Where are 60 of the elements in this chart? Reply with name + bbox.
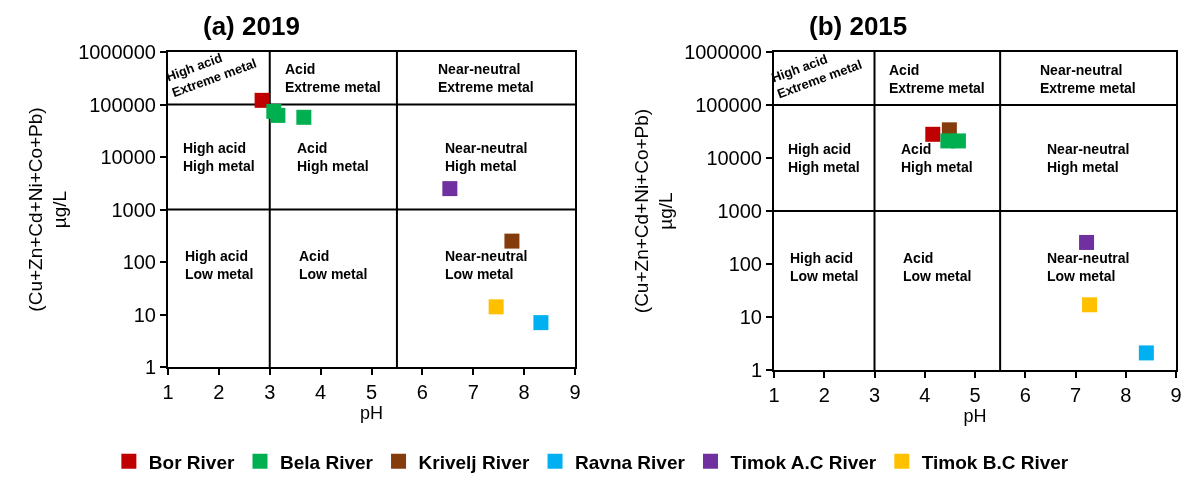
y-axis-title: (Cu+Zn+Cd+Ni+Co+Pb) µg/L — [630, 108, 677, 314]
annotation: High acid High metal — [788, 141, 860, 176]
x-tick-label: 1 — [162, 381, 174, 403]
annotation: Acid High metal — [901, 141, 973, 176]
legend-label: Ravna River — [575, 451, 686, 473]
chart-title: (a) 2019 — [203, 11, 300, 42]
x-tick-label: 1 — [768, 384, 780, 406]
x-tick-label: 3 — [264, 381, 276, 403]
x-tick-label: 2 — [818, 384, 830, 406]
x-tick-label: 6 — [416, 381, 428, 403]
x-tick-label: 5 — [365, 381, 378, 403]
y-tick-label: 100000 — [89, 93, 156, 116]
annotation: Acid Extreme metal — [889, 62, 985, 97]
x-tick-label: 5 — [969, 384, 981, 406]
x-tick-label: 8 — [1120, 384, 1132, 406]
y-tick-label: 100 — [728, 253, 762, 275]
y-tick-label: 10000 — [706, 147, 762, 169]
x-tick-label: 4 — [315, 381, 327, 403]
x-axis-title: pH — [359, 403, 384, 423]
y-tick-label: 1 — [750, 359, 762, 381]
x-tick-label: 4 — [919, 384, 931, 406]
x-tick-label: 3 — [868, 384, 881, 406]
legend-label: Timok B.C River — [921, 451, 1069, 473]
y-tick-label: 10000 — [100, 146, 156, 168]
chart-title: (b) 2015 — [809, 11, 908, 42]
annotation: Near-neutral High metal — [1047, 141, 1130, 176]
x-axis-title: pH — [963, 406, 987, 426]
y-tick-label: 100000 — [695, 94, 762, 116]
x-tick-label: 8 — [518, 381, 530, 403]
annotation: Near-neutral High metal — [445, 140, 528, 175]
annotation: Acid Low metal — [299, 248, 368, 283]
annotation: Near-neutral Extreme metal — [1040, 62, 1136, 97]
annotation: High acid Low metal — [790, 250, 859, 285]
y-tick-label: 10 — [739, 306, 762, 328]
annotation: Near-neutral Extreme metal — [438, 61, 534, 96]
x-tick-label: 7 — [467, 381, 479, 403]
legend-label: Bor River — [148, 451, 235, 473]
annotation: Acid High metal — [297, 140, 369, 175]
x-tick-label: 6 — [1019, 384, 1031, 406]
y-tick-label: 1000000 — [78, 41, 156, 63]
y-tick-label: 100 — [122, 251, 156, 273]
legend-label: Bela River — [279, 451, 374, 473]
x-tick-label: 2 — [213, 381, 225, 403]
annotation: Acid Extreme metal — [285, 61, 381, 96]
legend-label: Timok A.C River — [730, 451, 877, 473]
legend-label: Krivelj River — [418, 451, 531, 473]
annotation: High acid Low metal — [185, 248, 254, 283]
y-tick-label: 10 — [133, 303, 156, 326]
annotation: Near-neutral Low metal — [1047, 250, 1130, 285]
y-tick-label: 1000 — [717, 200, 762, 222]
x-tick-label: 9 — [1170, 384, 1182, 406]
x-tick-label: 7 — [1069, 384, 1082, 406]
x-tick-label: 9 — [569, 381, 581, 403]
annotation: Near-neutral Low metal — [445, 248, 528, 283]
annotation: High acid High metal — [183, 140, 255, 175]
annotation: Acid Low metal — [903, 250, 972, 285]
y-axis-title: (Cu+Zn+Cd+Ni+Co+Pb) µg/L — [24, 107, 71, 312]
y-tick-label: 1000000 — [684, 41, 762, 63]
y-tick-label: 1 — [144, 356, 156, 378]
y-tick-label: 1000 — [111, 198, 156, 221]
